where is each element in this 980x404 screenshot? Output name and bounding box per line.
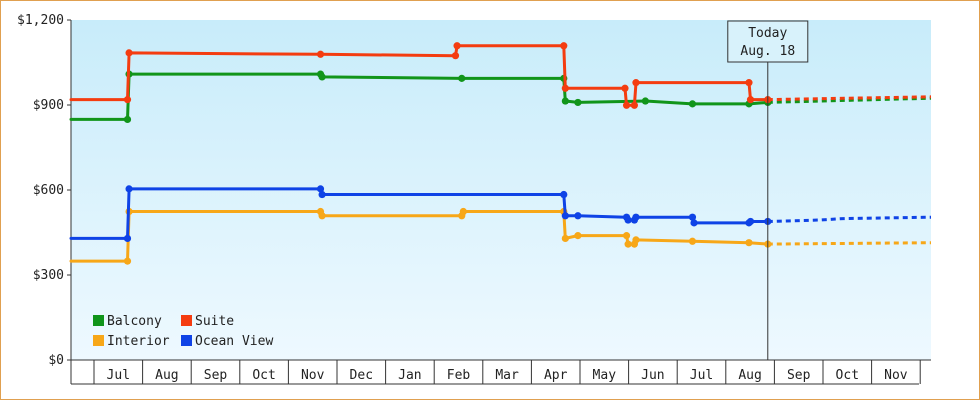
legend-label: Interior	[107, 334, 170, 349]
series-forecast-line	[767, 215, 932, 223]
data-point	[746, 96, 755, 104]
data-point	[125, 49, 133, 57]
data-point	[125, 185, 133, 193]
legend-label: Balcony	[107, 314, 162, 329]
data-point	[745, 79, 753, 87]
today-label-box	[727, 20, 809, 63]
legend-swatch	[93, 335, 104, 346]
data-point	[632, 79, 640, 87]
data-point	[632, 236, 640, 244]
data-point	[459, 207, 467, 216]
data-point	[622, 232, 631, 240]
legend-item: Balcony	[93, 314, 162, 329]
x-tick-label: Feb	[447, 368, 471, 383]
legend-swatch	[181, 315, 192, 326]
data-point	[318, 212, 326, 220]
data-point	[451, 52, 460, 60]
data-point	[316, 50, 325, 58]
data-point	[624, 216, 632, 224]
x-tick-label: Jan	[398, 368, 421, 383]
x-tick-label: Sep	[787, 368, 811, 383]
today-date-label: Aug. 18	[740, 44, 795, 59]
data-point	[574, 212, 582, 220]
x-tick-label: May	[593, 368, 617, 383]
data-point	[746, 217, 755, 226]
y-tick-label: $300	[33, 268, 64, 283]
y-tick-label: $900	[33, 98, 64, 113]
data-point	[123, 96, 132, 104]
data-point	[574, 98, 582, 107]
data-point	[624, 240, 632, 248]
x-tick-label: Aug	[155, 368, 178, 383]
legend-swatch	[181, 335, 192, 346]
data-point	[123, 234, 132, 243]
legend-swatch	[93, 315, 104, 326]
x-tick-label: Nov	[884, 368, 908, 383]
legend-label: Suite	[195, 314, 234, 329]
series-suite	[69, 42, 932, 109]
data-point	[561, 97, 569, 105]
x-tick-label: Nov	[301, 368, 325, 383]
y-tick-label: $600	[33, 183, 64, 198]
data-point	[458, 74, 466, 82]
x-tick-label: Sep	[204, 368, 228, 383]
data-point	[688, 100, 697, 108]
data-point	[453, 42, 461, 50]
data-point	[641, 97, 649, 105]
data-point	[630, 101, 638, 109]
data-point	[123, 115, 132, 124]
data-point	[318, 190, 326, 199]
x-tick-label: Jul	[107, 368, 130, 383]
x-tick-label: Oct	[252, 368, 275, 383]
data-point	[560, 190, 568, 199]
x-tick-label: Aug	[738, 368, 761, 383]
x-tick-label: Apr	[544, 368, 568, 383]
data-point	[621, 84, 629, 92]
data-point	[318, 73, 326, 81]
legend-item: Ocean View	[181, 334, 273, 349]
series-forecast-line	[767, 95, 932, 102]
data-point	[561, 84, 569, 92]
data-point	[561, 212, 569, 220]
series-interior	[69, 207, 932, 265]
legend-item: Suite	[181, 314, 234, 329]
data-point	[123, 257, 132, 265]
data-point	[622, 101, 631, 109]
y-tick-label: $0	[48, 353, 64, 368]
series-forecast-line	[767, 241, 932, 246]
x-tick-label: Jun	[641, 368, 664, 383]
data-point	[574, 232, 582, 240]
x-tick-label: Mar	[495, 368, 519, 383]
data-point	[316, 185, 325, 193]
today-label: Today	[748, 26, 787, 41]
data-point	[561, 234, 569, 243]
data-point	[632, 213, 640, 221]
series-forecast-line	[767, 96, 932, 104]
data-point	[688, 237, 697, 245]
series-ocean-view	[69, 185, 932, 243]
x-tick-label: Jul	[690, 368, 713, 383]
y-tick-label: $1,200	[17, 13, 64, 28]
legend-label: Ocean View	[195, 334, 273, 349]
legend-item: Interior	[93, 334, 170, 349]
x-tick-label: Oct	[836, 368, 859, 383]
x-tick-label: Dec	[350, 368, 373, 383]
data-point	[690, 219, 698, 227]
data-point	[560, 42, 568, 50]
data-point	[745, 239, 753, 247]
data-point	[688, 213, 697, 221]
